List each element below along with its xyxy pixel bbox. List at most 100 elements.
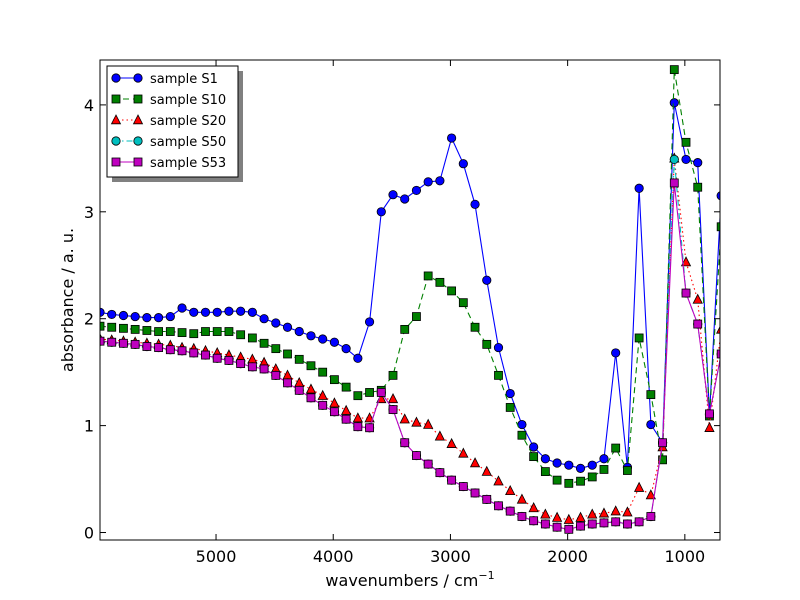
data-point <box>236 359 246 369</box>
data-point <box>318 334 328 344</box>
legend-label: sample S50 <box>150 135 226 150</box>
data-point <box>505 506 515 516</box>
data-point <box>505 403 515 412</box>
data-point <box>575 463 586 473</box>
data-point <box>610 505 621 516</box>
data-point <box>458 159 468 169</box>
plot-frame <box>99 59 721 541</box>
data-point <box>552 522 562 532</box>
data-point <box>118 310 129 321</box>
data-point <box>493 475 504 486</box>
legend-entry: sample S10 <box>111 93 226 108</box>
data-point <box>107 309 117 320</box>
data-point <box>516 493 528 504</box>
data-point <box>517 512 527 521</box>
y-axis-ticks: 0 1 2 3 4 <box>84 96 720 543</box>
legend-marker <box>111 136 121 146</box>
data-point <box>376 207 386 217</box>
data-point <box>154 313 164 323</box>
data-point <box>517 419 527 430</box>
data-point <box>154 327 164 336</box>
data-point <box>576 476 585 486</box>
data-point <box>388 370 398 380</box>
data-point <box>599 454 609 464</box>
data-point <box>599 518 609 528</box>
x-axis-ticks: 5000 4000 3000 2000 1000 <box>196 60 705 566</box>
data-point <box>529 452 539 462</box>
data-point <box>247 333 257 343</box>
data-point <box>130 311 140 322</box>
data-point <box>100 336 105 346</box>
data-point <box>634 183 644 193</box>
data-point <box>623 466 632 475</box>
data-point <box>646 390 656 400</box>
data-point <box>563 513 574 524</box>
data-point <box>365 388 374 397</box>
data-point <box>283 378 292 388</box>
data-point <box>400 194 410 204</box>
data-point <box>658 438 667 448</box>
legend-label: sample S20 <box>150 114 226 129</box>
data-point <box>189 329 199 339</box>
data-point <box>212 353 222 363</box>
data-point <box>283 349 292 359</box>
data-point <box>294 354 304 364</box>
data-point <box>716 325 720 334</box>
data-point <box>107 322 117 332</box>
data-point <box>247 362 257 372</box>
legend: sample S1 sample S10 sample S20 sample S50 s… <box>106 65 243 182</box>
data-point <box>470 322 480 332</box>
data-point <box>564 460 574 470</box>
data-point <box>458 447 469 458</box>
data-point <box>154 343 164 352</box>
legend-marker <box>132 114 144 125</box>
data-point <box>189 307 199 317</box>
data-point <box>400 438 410 448</box>
legend-entry: sample S1 <box>111 72 218 87</box>
data-point <box>704 421 715 432</box>
data-point <box>716 191 720 201</box>
data-point <box>423 177 433 187</box>
data-point <box>224 306 234 316</box>
data-point <box>165 345 175 355</box>
data-point <box>130 324 140 334</box>
data-point <box>447 133 457 143</box>
legend-marker <box>133 94 143 104</box>
x-axis-label: wavenumbers / cm−1 <box>325 569 494 590</box>
data-point <box>552 458 562 468</box>
data-point <box>587 460 597 470</box>
data-point <box>318 400 328 410</box>
data-point <box>669 154 679 165</box>
data-point <box>224 356 234 365</box>
data-point <box>622 506 633 517</box>
data-point <box>482 275 492 285</box>
data-point <box>411 416 422 427</box>
data-point <box>247 307 257 317</box>
y-tick-label: 2 <box>84 310 94 329</box>
series-sample-s53 <box>100 178 720 534</box>
data-point <box>142 342 152 351</box>
data-point <box>434 430 446 441</box>
data-point <box>435 176 445 186</box>
data-point <box>540 508 551 519</box>
data-point <box>681 137 691 147</box>
data-point <box>458 298 468 308</box>
data-point <box>330 407 339 417</box>
data-point <box>470 199 480 209</box>
data-point <box>236 330 246 340</box>
legend-marker <box>133 73 143 83</box>
data-point <box>107 337 117 347</box>
data-point <box>259 314 269 324</box>
data-point <box>587 519 597 529</box>
data-point <box>259 338 269 348</box>
data-point <box>645 489 657 500</box>
data-point <box>470 488 480 498</box>
legend-marker <box>111 73 121 83</box>
data-point <box>177 303 187 313</box>
data-point <box>423 418 434 429</box>
data-point <box>634 517 644 527</box>
data-point <box>282 322 293 332</box>
data-point <box>341 414 351 424</box>
data-point <box>306 331 316 341</box>
data-point <box>598 507 610 518</box>
